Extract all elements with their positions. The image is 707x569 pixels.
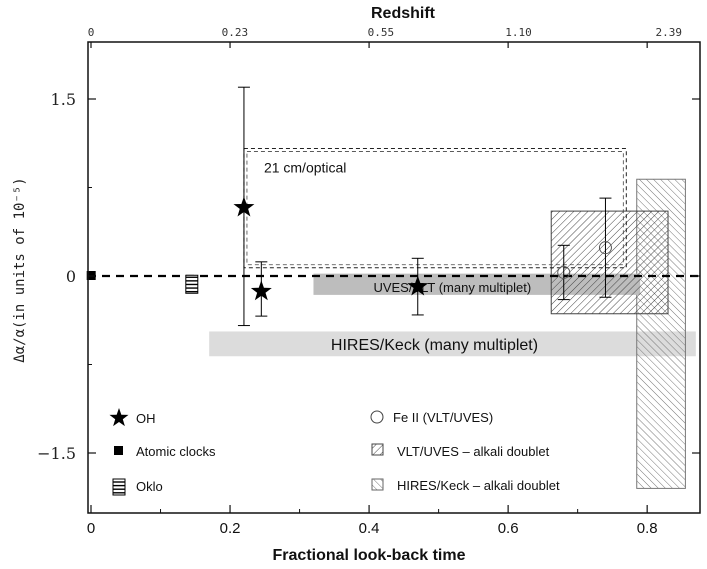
oh-star-point <box>233 196 255 217</box>
legend-atomic-clock-marker <box>114 446 123 455</box>
top-tick-label: 2.39 <box>655 26 682 39</box>
fe-ii-point <box>557 265 571 279</box>
y-tick-label: 0 <box>66 267 76 286</box>
legend-hires-alkali-label: HIRES/Keck – alkali doublet <box>397 478 560 493</box>
y-tick-label: −1.5 <box>37 444 76 463</box>
legend: OH Atomic clocks Oklo Fe II (VLT/UVES) VLT/U… <box>109 408 560 496</box>
legend-vlt-alkali-label: VLT/UVES – alkali doublet <box>397 444 550 459</box>
legend-hires-alkali-marker <box>371 478 384 491</box>
y-tick-label: 1.5 <box>51 90 76 109</box>
top-tick-label: 0.55 <box>368 26 395 39</box>
oh-star-point <box>250 280 272 301</box>
top-tick-label: 1.10 <box>505 26 532 39</box>
legend-fe-ii-label: Fe II (VLT/UVES) <box>393 410 493 425</box>
legend-oklo-label: Oklo <box>136 479 163 494</box>
legend-oh-star <box>109 408 129 427</box>
top-tick-label: 0 <box>88 26 95 39</box>
data-points <box>86 86 612 327</box>
y-axis-title: Δα/α(in units of 10⁻⁵) <box>12 177 28 362</box>
legend-oklo-marker <box>112 478 126 496</box>
shaded-regions: HIRES/Keck (many multiplet) UVES/VLT (man… <box>209 148 696 489</box>
hires-many-multiplet-band <box>209 331 696 357</box>
x-tick-label: 0 <box>87 520 95 537</box>
twentyone-cm-label: 21 cm/optical <box>264 160 346 176</box>
vlt-alkali-doublet-box <box>550 210 669 315</box>
top-tick-label: 0.23 <box>222 26 249 39</box>
x-tick-label: 0.2 <box>220 520 241 537</box>
legend-atomic-clock-label: Atomic clocks <box>136 444 216 459</box>
plot-frame <box>87 41 701 514</box>
legend-oh-label: OH <box>136 411 156 426</box>
fe-ii-point <box>598 241 612 255</box>
uves-many-multiplet-label: UVES/VLT (many multiplet) <box>373 280 531 295</box>
x-tick-label: 0.8 <box>637 520 658 537</box>
axes: 0 0.2 0.4 0.6 0.8 0 0.23 0.55 1.10 2.39 1.5 0 −1.5 <box>37 26 701 537</box>
oh-star-point <box>407 275 429 296</box>
x-tick-label: 0.4 <box>359 520 380 537</box>
top-axis-title: Redshift <box>371 5 436 22</box>
hires-many-multiplet-label: HIRES/Keck (many multiplet) <box>331 337 538 354</box>
legend-vlt-alkali-marker <box>371 443 384 456</box>
legend-fe-ii-marker <box>370 410 384 424</box>
twentyone-cm-box <box>243 148 627 269</box>
x-axis-title: Fractional look-back time <box>273 547 466 564</box>
x-tick-label: 0.6 <box>498 520 519 537</box>
